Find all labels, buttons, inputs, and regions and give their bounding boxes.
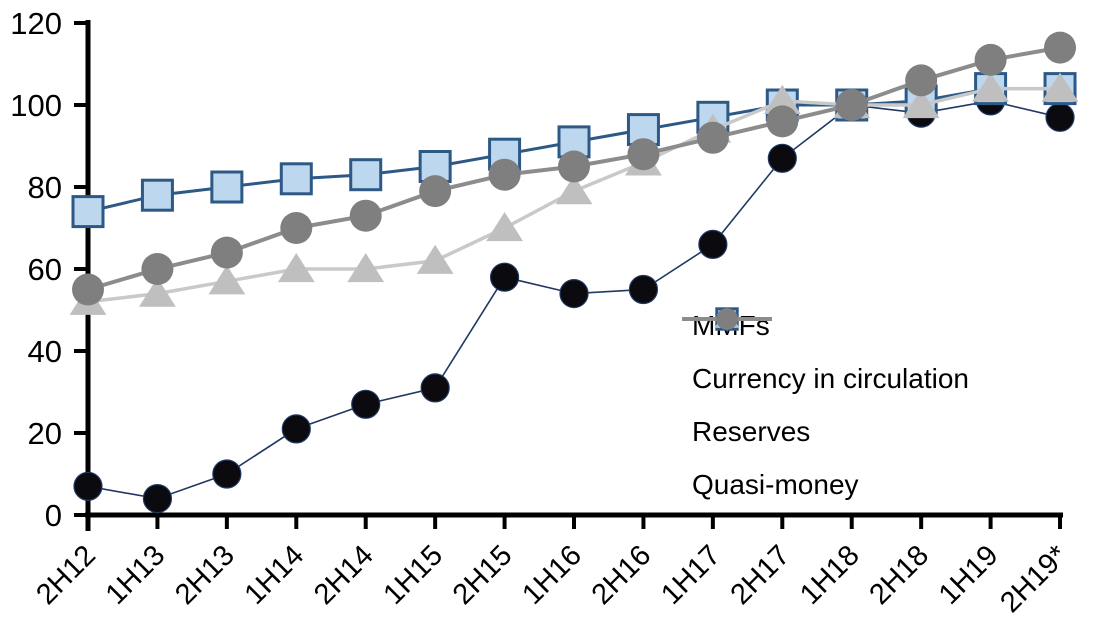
svg-text:2H16: 2H16 (586, 539, 658, 611)
legend-label-quasi-money: Quasi-money (692, 468, 859, 500)
legend-label-currency-in-circulation: Currency in circulation (692, 362, 969, 394)
svg-text:1H17: 1H17 (655, 539, 727, 611)
svg-text:1H15: 1H15 (377, 539, 449, 611)
svg-text:1H18: 1H18 (794, 539, 866, 611)
legend-item-reserves: Reserves (680, 308, 969, 458)
svg-text:40: 40 (28, 334, 62, 369)
legend-label-reserves: Reserves (692, 415, 811, 447)
svg-text:60: 60 (28, 252, 62, 287)
legend: MMFs Currency in circulation Reserves Qu… (680, 299, 969, 511)
svg-text:1H16: 1H16 (516, 539, 588, 611)
svg-text:100: 100 (10, 88, 62, 123)
legend-item-currency-in-circulation: Currency in circulation (680, 307, 969, 405)
svg-text:2H14: 2H14 (308, 539, 380, 611)
svg-text:0: 0 (45, 498, 62, 533)
svg-text:1H14: 1H14 (239, 539, 311, 611)
svg-text:2H15: 2H15 (447, 539, 519, 611)
legend-item-quasi-money: Quasi-money (680, 308, 969, 511)
svg-text:1H19: 1H19 (933, 539, 1005, 611)
svg-text:2H13: 2H13 (169, 539, 241, 611)
svg-text:2H18: 2H18 (863, 539, 935, 611)
svg-text:2H12: 2H12 (30, 539, 102, 611)
svg-text:2H19*: 2H19* (994, 539, 1074, 619)
quasi-money-series-icon (682, 308, 772, 330)
svg-text:80: 80 (28, 170, 62, 205)
svg-text:120: 120 (10, 6, 62, 41)
svg-text:1H13: 1H13 (100, 539, 172, 611)
svg-text:20: 20 (28, 416, 62, 451)
svg-text:2H17: 2H17 (725, 539, 797, 611)
